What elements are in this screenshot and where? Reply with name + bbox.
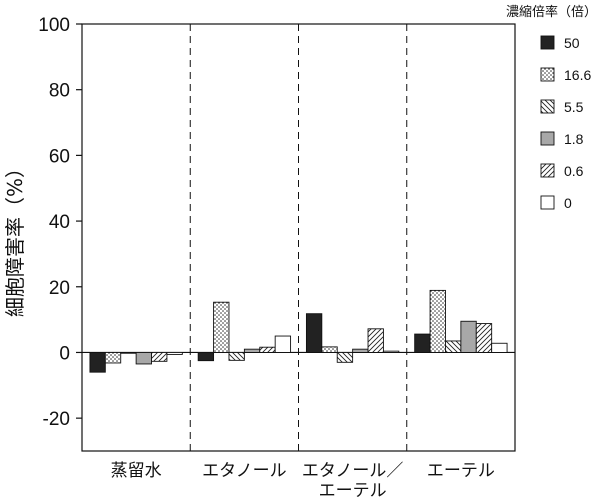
- y-tick-label: 60: [49, 146, 70, 167]
- bar: [305, 313, 323, 353]
- bar: [243, 348, 261, 353]
- bar: [321, 346, 338, 353]
- legend-label: 0.6: [564, 163, 584, 179]
- bar: [104, 352, 122, 364]
- y-tick-label: 100: [38, 15, 70, 36]
- bar: [89, 352, 106, 373]
- bar: [259, 346, 276, 353]
- group-separators: [189, 24, 408, 451]
- y-tick-label: 0: [59, 343, 70, 364]
- bar: [336, 352, 354, 363]
- bar: [352, 348, 369, 353]
- bar: [460, 320, 477, 353]
- bar: [429, 289, 446, 353]
- legend: 濃縮倍率（倍） 50 16.6 5.5 1.8 0.6 0: [506, 4, 597, 211]
- bar: [274, 335, 292, 353]
- y-tick-label: 40: [49, 212, 70, 233]
- legend-label: 1.8: [564, 131, 584, 147]
- bar: [197, 352, 215, 362]
- category-label: エタノール／: [302, 461, 404, 481]
- bar: [382, 350, 400, 353]
- bar: [135, 352, 152, 365]
- bar: [445, 340, 462, 353]
- legend-label: 0: [564, 195, 572, 211]
- bars: [89, 289, 508, 373]
- bar: [475, 323, 493, 353]
- legend-swatch: [540, 163, 555, 178]
- legend-label: 5.5: [564, 99, 584, 115]
- legend-swatch: [540, 67, 555, 82]
- legend-swatch: [540, 99, 555, 114]
- legend-swatch: [540, 35, 555, 50]
- bar: [491, 342, 508, 353]
- category-label: 蒸留水: [111, 461, 162, 481]
- category-label: エーテル: [427, 461, 495, 481]
- y-axis: -20 0 20 40 60 80 100: [38, 15, 82, 430]
- y-tick-label: 20: [49, 278, 70, 299]
- legend-swatch: [540, 195, 555, 210]
- category-label: エタノール: [202, 461, 287, 481]
- bar: [414, 333, 431, 353]
- y-tick-label: -20: [43, 409, 70, 430]
- legend-label: 50: [564, 35, 580, 51]
- bar: [151, 352, 168, 362]
- bar: [228, 352, 245, 361]
- y-tick-label: 80: [49, 81, 70, 102]
- category-label: エーテル: [319, 481, 387, 501]
- bar: [213, 301, 230, 353]
- y-axis-label: 細胞障害率（%）: [3, 158, 27, 317]
- bar: [120, 352, 137, 354]
- legend-title: 濃縮倍率（倍）: [506, 4, 597, 20]
- legend-swatch: [540, 131, 555, 146]
- bar: [166, 352, 183, 355]
- bar: [367, 328, 384, 353]
- legend-label: 16.6: [564, 67, 591, 83]
